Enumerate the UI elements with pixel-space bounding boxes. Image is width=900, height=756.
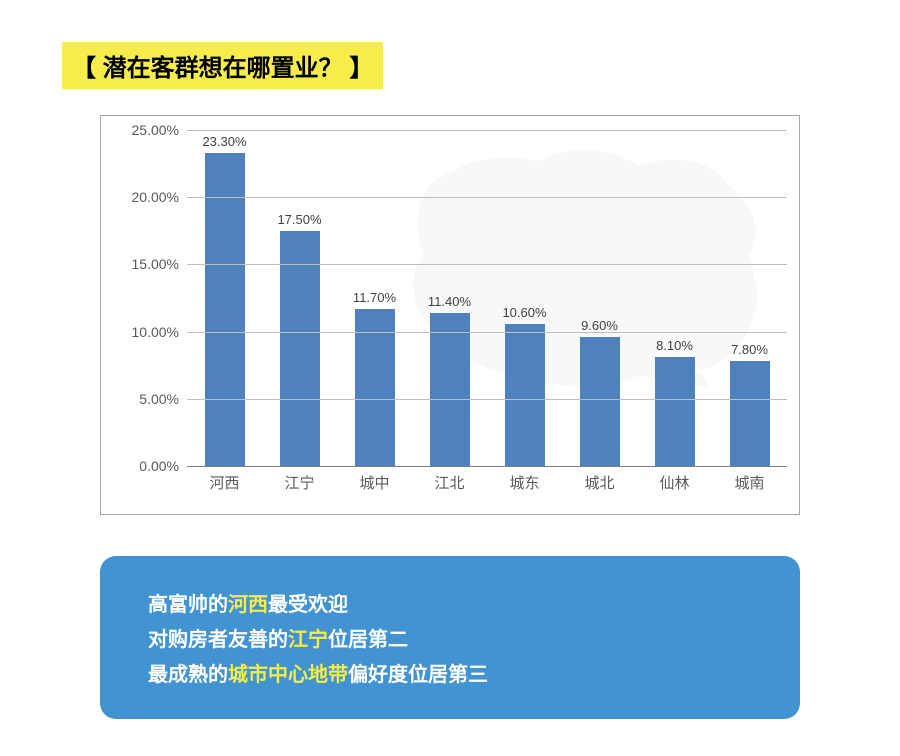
y-tick-label: 5.00% — [107, 391, 179, 407]
bar: 23.30% — [205, 153, 245, 466]
y-tick-label: 25.00% — [107, 122, 179, 138]
bar: 9.60% — [580, 337, 620, 466]
y-tick-label: 20.00% — [107, 189, 179, 205]
caption-text: 偏好度位居第三 — [348, 664, 488, 686]
bars-row: 23.30% 17.50% 11.70% 11.40% 10.60% 9.60% 8.10%… — [187, 130, 787, 466]
y-tick-label: 15.00% — [107, 256, 179, 272]
bar: 10.60% — [505, 324, 545, 466]
gridline — [187, 466, 787, 467]
caption-text: 对购房者友善的 — [148, 629, 288, 651]
x-tick-label: 城南 — [712, 472, 787, 493]
bar-value-label: 11.40% — [428, 294, 471, 309]
bar-value-label: 8.10% — [656, 338, 693, 353]
bar: 17.50% — [280, 231, 320, 466]
bar-value-label: 23.30% — [202, 134, 246, 149]
bar-slot: 11.40% — [412, 130, 487, 466]
caption-text: 最受欢迎 — [268, 594, 348, 616]
bar-slot: 7.80% — [712, 130, 787, 466]
gridline — [187, 130, 787, 131]
bar-slot: 10.60% — [487, 130, 562, 466]
caption-highlight: 河西 — [228, 594, 268, 616]
x-tick-label: 江北 — [412, 472, 487, 493]
bar-slot: 17.50% — [262, 130, 337, 466]
bar-value-label: 17.50% — [277, 212, 321, 227]
bar-value-label: 10.60% — [502, 305, 546, 320]
caption-line: 对购房者友善的江宁位居第二 — [148, 623, 752, 652]
gridline — [187, 399, 787, 400]
bar-value-label: 7.80% — [731, 342, 768, 357]
caption-line: 高富帅的河西最受欢迎 — [148, 588, 752, 617]
bar-slot: 8.10% — [637, 130, 712, 466]
caption-text: 位居第二 — [328, 629, 408, 651]
plot-area: 23.30% 17.50% 11.70% 11.40% 10.60% 9.60% 8.10%… — [187, 130, 787, 466]
bar-value-label: 11.70% — [353, 290, 396, 305]
gridline — [187, 332, 787, 333]
y-tick-label: 10.00% — [107, 324, 179, 340]
x-tick-label: 城北 — [562, 472, 637, 493]
page-title-text: 【 潜在客群想在哪置业？ 】 — [72, 55, 373, 82]
page-title-band: 【 潜在客群想在哪置业？ 】 — [62, 42, 383, 89]
y-tick-label: 0.00% — [107, 458, 179, 474]
caption-highlight: 城市中心地带 — [228, 664, 348, 686]
caption-highlight: 江宁 — [288, 629, 328, 651]
bar: 11.40% — [430, 313, 470, 466]
bar-chart: 23.30% 17.50% 11.70% 11.40% 10.60% 9.60% 8.10%… — [100, 115, 800, 515]
x-tick-label: 城中 — [337, 472, 412, 493]
caption-text: 最成熟的 — [148, 664, 228, 686]
gridline — [187, 197, 787, 198]
bar-slot: 9.60% — [562, 130, 637, 466]
bar-slot: 11.70% — [337, 130, 412, 466]
x-tick-label: 河西 — [187, 472, 262, 493]
bar: 7.80% — [730, 361, 770, 466]
x-tick-label: 仙林 — [637, 472, 712, 493]
gridline — [187, 264, 787, 265]
x-tick-label: 江宁 — [262, 472, 337, 493]
x-tick-label: 城东 — [487, 472, 562, 493]
x-axis-labels: 河西江宁城中江北城东城北仙林城南 — [187, 472, 787, 502]
caption-text: 高富帅的 — [148, 594, 228, 616]
caption-box: 高富帅的河西最受欢迎对购房者友善的江宁位居第二最成熟的城市中心地带偏好度位居第三 — [100, 556, 800, 719]
bar-slot: 23.30% — [187, 130, 262, 466]
bar: 8.10% — [655, 357, 695, 466]
caption-line: 最成熟的城市中心地带偏好度位居第三 — [148, 658, 752, 687]
